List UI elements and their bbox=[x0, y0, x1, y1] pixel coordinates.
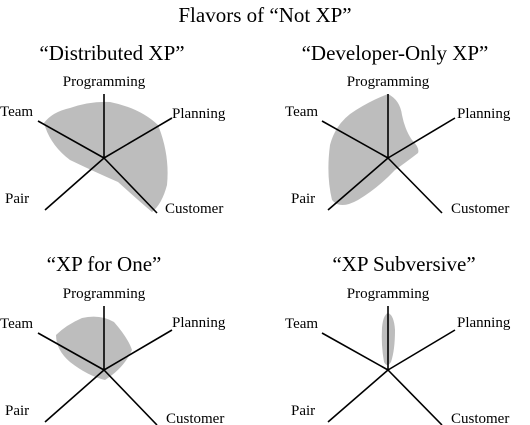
label-pair: Pair bbox=[5, 191, 29, 207]
panel-title: “XP for One” bbox=[47, 252, 162, 276]
label-planning: Planning bbox=[457, 315, 511, 331]
panel-distributed-xp: “Distributed XP” Programming Planning Cu… bbox=[0, 41, 226, 217]
axis-customer bbox=[103, 157, 158, 214]
label-pair: Pair bbox=[291, 403, 315, 419]
panel-developer-only-xp: “Developer-Only XP” Programming Planning… bbox=[285, 41, 511, 217]
coverage-shape bbox=[56, 316, 132, 380]
panel-title: “Distributed XP” bbox=[39, 41, 184, 65]
label-planning: Planning bbox=[172, 315, 226, 331]
label-team: Team bbox=[285, 104, 318, 120]
label-team: Team bbox=[0, 104, 33, 120]
axis-planning bbox=[387, 117, 456, 159]
panel-xp-subversive: “XP Subversive” Programming Planning Cus… bbox=[285, 252, 511, 425]
label-customer: Customer bbox=[451, 411, 509, 425]
panel-xp-for-one: “XP for One” Programming Planning Custom… bbox=[0, 252, 226, 425]
label-customer: Customer bbox=[166, 411, 224, 425]
axis-planning bbox=[103, 329, 173, 371]
axis-pair bbox=[327, 157, 389, 211]
axis-customer bbox=[387, 369, 443, 425]
label-programming: Programming bbox=[63, 286, 146, 302]
axis-pair bbox=[44, 369, 105, 423]
label-team: Team bbox=[285, 316, 318, 332]
label-planning: Planning bbox=[172, 106, 226, 122]
axis-team bbox=[321, 332, 389, 371]
label-planning: Planning bbox=[457, 106, 511, 122]
axis-pair bbox=[44, 157, 105, 211]
label-customer: Customer bbox=[165, 201, 223, 217]
panel-title: “XP Subversive” bbox=[332, 252, 475, 276]
axis-pair bbox=[327, 369, 389, 423]
axis-planning bbox=[387, 329, 456, 371]
axis-team bbox=[321, 120, 389, 159]
label-programming: Programming bbox=[347, 286, 430, 302]
axis-team bbox=[37, 332, 105, 371]
label-programming: Programming bbox=[63, 74, 146, 90]
main-title: Flavors of “Not XP” bbox=[178, 3, 351, 27]
axis-team bbox=[37, 120, 105, 159]
label-programming: Programming bbox=[347, 74, 430, 90]
label-pair: Pair bbox=[291, 191, 315, 207]
panel-title: “Developer-Only XP” bbox=[302, 41, 489, 65]
label-team: Team bbox=[0, 316, 33, 332]
axis-customer bbox=[387, 157, 443, 214]
label-pair: Pair bbox=[5, 403, 29, 419]
axis-planning bbox=[103, 117, 173, 159]
axis-customer bbox=[103, 369, 158, 425]
label-customer: Customer bbox=[451, 201, 509, 217]
